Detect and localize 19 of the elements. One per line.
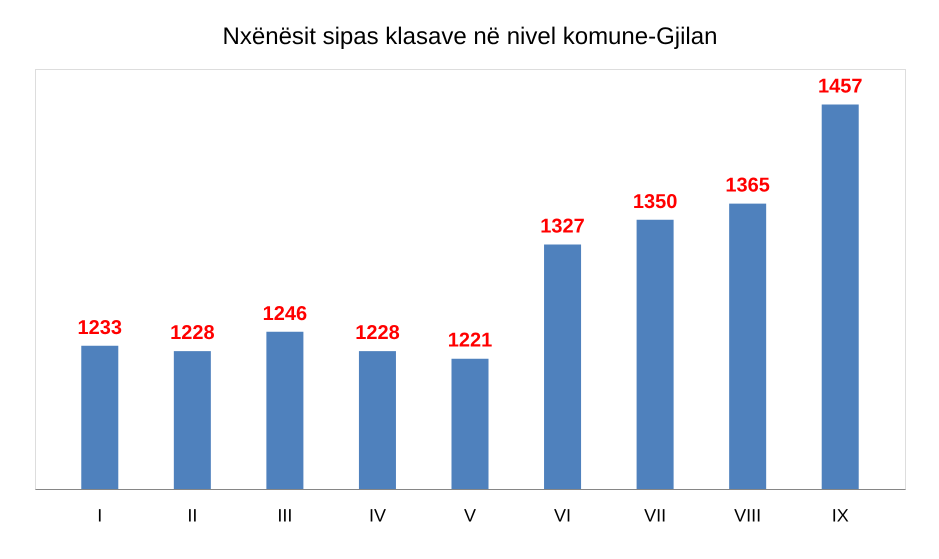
x-tick-label: I: [97, 506, 102, 526]
data-label: 1233: [78, 316, 122, 339]
x-tick-label: VIII: [734, 506, 762, 526]
chart-title: Nxënësit sipas klasave në nivel komune-Gjilan: [222, 23, 718, 50]
data-label: 1457: [818, 76, 862, 98]
data-label: 1350: [632, 190, 678, 213]
x-tick-label: VII: [644, 506, 666, 526]
data-label: 1221: [448, 330, 492, 352]
data-label: 1327: [540, 216, 585, 238]
data-label: 1365: [725, 174, 770, 197]
x-tick-label: V: [464, 506, 476, 526]
x-tick-label: III: [277, 506, 292, 526]
x-tick-label: VI: [554, 506, 572, 526]
x-tick-label: IX: [832, 506, 849, 526]
x-tick-label: II: [187, 506, 198, 526]
x-tick-label: IV: [368, 506, 386, 526]
data-label: 1246: [262, 302, 308, 325]
data-label: 1228: [355, 322, 400, 344]
data-label: 1228: [170, 322, 215, 344]
